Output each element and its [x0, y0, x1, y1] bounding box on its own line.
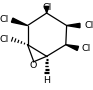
- Text: H: H: [43, 76, 50, 85]
- Text: Cl: Cl: [42, 4, 51, 13]
- Polygon shape: [11, 18, 28, 26]
- Text: Cl: Cl: [0, 15, 8, 24]
- Text: O: O: [29, 61, 37, 70]
- Text: Cl: Cl: [82, 44, 91, 53]
- Polygon shape: [66, 45, 78, 50]
- Polygon shape: [45, 6, 49, 13]
- Polygon shape: [67, 23, 80, 28]
- Text: Cl: Cl: [0, 35, 8, 44]
- Text: Cl: Cl: [85, 21, 93, 30]
